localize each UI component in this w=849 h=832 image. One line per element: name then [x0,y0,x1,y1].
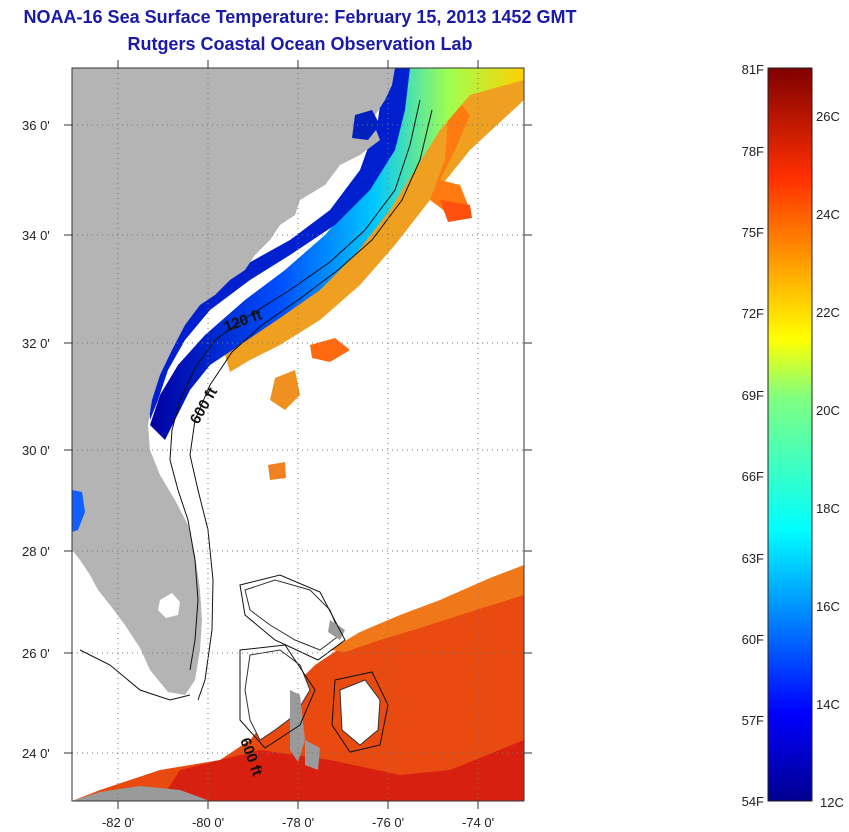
lat-label: 36 0' [22,118,50,133]
lon-label: -80 0' [192,815,224,830]
contour-600ft-line [189,109,433,701]
lon-label: -78 0' [282,815,314,830]
colorbar-c-label: 24C [816,207,840,222]
lat-label: 24 0' [22,746,50,761]
gulf-stream-hot-core [430,90,470,215]
graticule [72,68,524,801]
bahamas-island-grey-2 [328,620,345,640]
deep-cold-nearshore [148,68,410,420]
colorbar-f-label: 54F [742,794,764,809]
map-title: NOAA-16 Sea Surface Temperature: Februar… [23,7,577,27]
contour-keys [79,649,191,701]
colorbar-c-label: 12C [820,795,844,810]
bathymetry-contours [79,99,433,753]
lon-label: -76 0' [372,815,404,830]
cuba-coast [72,786,210,801]
colorbar-f-label: 81F [742,62,764,77]
contour-bahamas-1 [239,574,346,661]
bahamas-bank-2 [244,649,311,741]
colorbar-c-label: 26C [816,109,840,124]
lon-label: -74 0' [462,815,494,830]
colorbar-c-label: 14C [816,697,840,712]
colorbar-f-label: 69F [742,388,764,403]
colorbar-f-label: 78F [742,144,764,159]
colorbar-f-label: 66F [742,469,764,484]
colorbar-f-label: 60F [742,632,764,647]
warm-patch-2 [270,370,300,410]
colorbar-c-label: 20C [816,403,840,418]
colorbar-c-label: 22C [816,305,840,320]
map-subtitle: Rutgers Coastal Ocean Observation Lab [127,34,473,54]
colorbar-c-label: 16C [816,599,840,614]
warm-patch-4 [440,200,472,222]
map-panel: 120 ft 600 ft 600 ft 36 0' 34 0' 32 0' 3… [22,60,532,830]
bahamas-island-grey-3 [305,740,320,770]
colorbar-f-label: 72F [742,306,764,321]
lat-label: 32 0' [22,336,50,351]
sst-field [72,68,524,801]
axis-ticks [64,60,532,809]
bahamas-bank-1 [244,579,341,651]
lat-label: 34 0' [22,228,50,243]
bahamas-island-grey-1 [290,690,305,762]
colorbar-f-label: 57F [742,713,764,728]
contour-bahamas-2 [239,644,316,749]
colorbar-c-label: 18C [816,501,840,516]
gulf-cold-patch [72,490,85,532]
coastal-cold-band [150,68,524,440]
lat-label: 30 0' [22,443,50,458]
lon-label: -82 0' [102,815,134,830]
warm-patch-1 [310,338,350,362]
colorbar-f-label: 75F [742,225,764,240]
land-mass-us-southeast [72,68,395,695]
pamlico-sound [352,110,380,140]
lat-label: 28 0' [22,544,50,559]
lat-label: 26 0' [22,646,50,661]
colorbar-f-label: 63F [742,551,764,566]
lake-okeechobee [158,593,180,618]
southern-orange-fringe [330,565,524,652]
contour-bahamas-3 [331,671,389,753]
colorbar-scale [767,67,813,802]
temperature-colorbar: 81F 78F 75F 72F 69F 66F 63F 60F 57F 54F … [742,62,844,810]
bahamas-bank-3 [339,679,381,746]
southern-hot-patch [160,740,524,801]
contour-120ft-line [169,99,421,671]
warm-patch-3 [268,462,286,480]
